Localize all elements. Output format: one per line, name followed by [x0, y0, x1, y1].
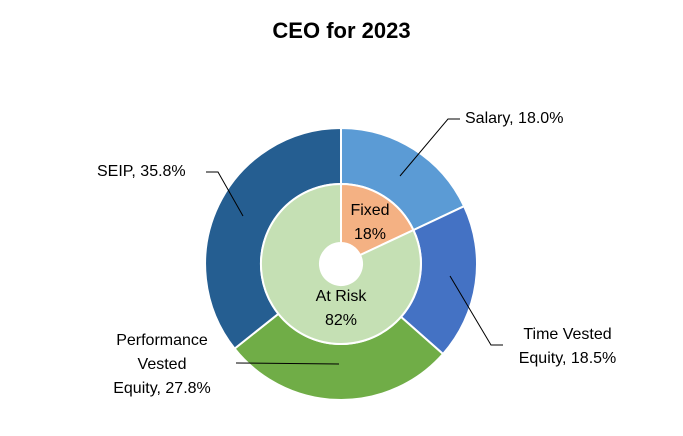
slice-fixed: [340, 182, 415, 257]
slice-at-risk: [259, 182, 422, 345]
label-fixed-line1: Fixed: [350, 202, 390, 219]
label-tve: Time Vested Equity, 18.5%: [500, 323, 635, 371]
label-at-risk-line1: At Risk: [315, 288, 367, 305]
label-at-risk: At Risk 82%: [305, 285, 377, 333]
label-tve-line2: Equity, 18.5%: [518, 350, 617, 367]
label-pve: Performance Vested Equity, 27.8%: [92, 329, 232, 401]
label-salary: Salary, 18.0%: [465, 110, 564, 127]
leader-salary: [399, 118, 460, 177]
label-fixed-line2: 18%: [353, 226, 387, 243]
label-tve-line1: Time Vested: [523, 326, 612, 343]
label-pve-line1: Performance: [116, 332, 208, 349]
label-at-risk-line2: 82%: [324, 312, 358, 329]
label-seip: SEIP, 35.8%: [97, 163, 186, 180]
label-fixed: Fixed 18%: [340, 199, 400, 247]
leader-seip: [206, 171, 244, 217]
label-pve-line3: Equity, 27.8%: [113, 380, 211, 397]
label-pve-line2: Vested: [137, 356, 187, 373]
leader-pve: [235, 362, 340, 365]
leader-tve: [449, 275, 503, 346]
chart-title: CEO for 2023: [272, 18, 411, 43]
